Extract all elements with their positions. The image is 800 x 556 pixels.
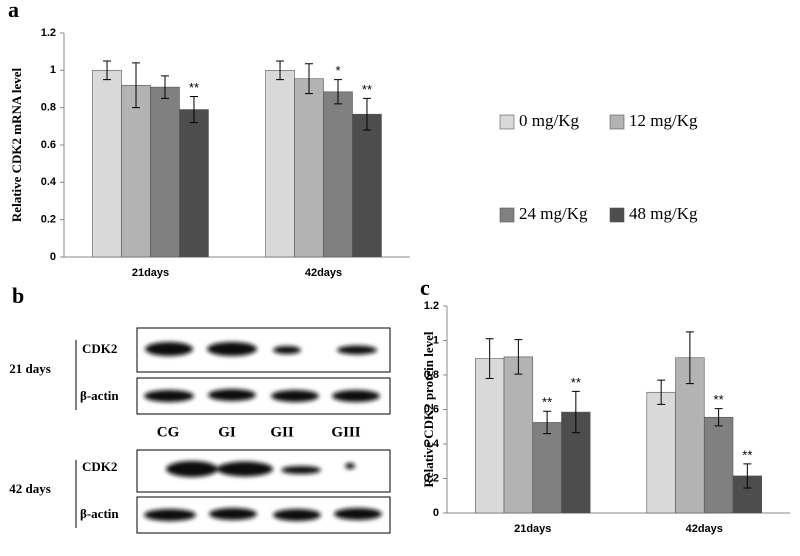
bar <box>92 70 122 258</box>
error-bar <box>132 62 141 109</box>
significance: ** <box>571 375 581 390</box>
y-tick-label: 0 <box>433 507 439 519</box>
y-axis-title: Relative CDK2 mRNA level <box>9 68 24 223</box>
legend-swatch <box>499 207 515 223</box>
significance: ** <box>542 395 552 410</box>
bands <box>144 461 382 521</box>
y-tick-label: 0.4 <box>41 176 57 188</box>
error-bar <box>103 60 112 81</box>
error-bar <box>514 339 523 375</box>
error-bar <box>657 379 666 405</box>
western-blot: b 21 days CDK2 β-actin CG GI GII GIII 42… <box>9 283 391 534</box>
panel-label: c <box>420 275 430 300</box>
bar <box>150 86 180 258</box>
error-bar <box>276 60 285 81</box>
error-bar <box>743 463 752 489</box>
bar <box>532 422 562 514</box>
error-bar <box>571 390 580 434</box>
legend-swatch <box>609 207 625 223</box>
bands <box>144 342 380 402</box>
x-tick-label: 42days <box>305 267 342 279</box>
bar <box>179 109 209 258</box>
row-label: CDK2 <box>82 459 117 474</box>
bar <box>323 91 353 258</box>
lane-label: GI <box>218 424 236 440</box>
blot-box <box>136 327 391 373</box>
y-tick-label: 1.2 <box>424 300 439 312</box>
significance: ** <box>742 447 752 462</box>
bar <box>294 78 324 258</box>
bar <box>352 113 382 258</box>
error-bar <box>305 63 314 95</box>
legend-label: 24 mg/Kg <box>519 204 588 223</box>
significance: ** <box>714 392 724 407</box>
blot-box <box>136 449 391 493</box>
blot-box <box>136 377 391 415</box>
y-tick-label: 0.6 <box>424 403 439 415</box>
bar <box>503 356 534 514</box>
x-tick-label: 21days <box>514 523 551 535</box>
error-bar <box>160 75 169 99</box>
bar <box>474 358 505 514</box>
error-bar <box>362 97 371 131</box>
panel-label: b <box>12 283 24 308</box>
x-tick-label: 21days <box>132 267 169 279</box>
row-label: β-actin <box>80 388 119 403</box>
bar <box>265 70 295 258</box>
y-tick-label: 0.8 <box>424 369 439 381</box>
lane-label: GIII <box>331 424 360 440</box>
y-tick-label: 0.2 <box>41 214 56 226</box>
bar <box>703 416 734 514</box>
x-tick-label: 42days <box>686 523 723 535</box>
y-tick-label: 0.6 <box>41 139 56 151</box>
legend-swatch <box>499 114 515 130</box>
error-bar <box>485 338 494 379</box>
panel-label: a <box>8 0 19 22</box>
error-bar <box>543 410 552 435</box>
legend-label: 48 mg/Kg <box>629 204 698 223</box>
error-bar <box>189 95 198 124</box>
significance: ** <box>362 82 372 97</box>
significance: ** <box>189 80 199 95</box>
error-bar <box>685 331 694 385</box>
row-label: CDK2 <box>82 341 117 356</box>
lane-label: GII <box>270 424 294 440</box>
y-tick-label: 1 <box>50 64 56 76</box>
y-tick-label: 1.2 <box>41 27 56 39</box>
lane-label: CG <box>157 424 180 440</box>
error-bar <box>714 408 723 427</box>
error-bar <box>333 79 342 105</box>
y-axis-title: Relative CDK2 protein level <box>421 331 436 487</box>
y-tick-label: 0.8 <box>41 102 56 114</box>
legend-label: 12 mg/Kg <box>629 111 698 130</box>
bar <box>646 391 676 514</box>
y-tick-label: 1 <box>433 334 439 346</box>
y-tick-label: 0.4 <box>424 438 440 450</box>
legend-label: 0 mg/Kg <box>519 111 579 130</box>
y-tick-label: 0 <box>50 251 56 263</box>
group-title: 21 days <box>9 361 51 376</box>
bar <box>121 84 151 258</box>
significance: * <box>335 63 340 78</box>
row-label: β-actin <box>80 506 119 521</box>
group-title: 42 days <box>9 481 51 496</box>
y-tick-label: 0.2 <box>424 472 439 484</box>
blot-box <box>136 496 391 534</box>
legend-swatch <box>609 114 625 130</box>
